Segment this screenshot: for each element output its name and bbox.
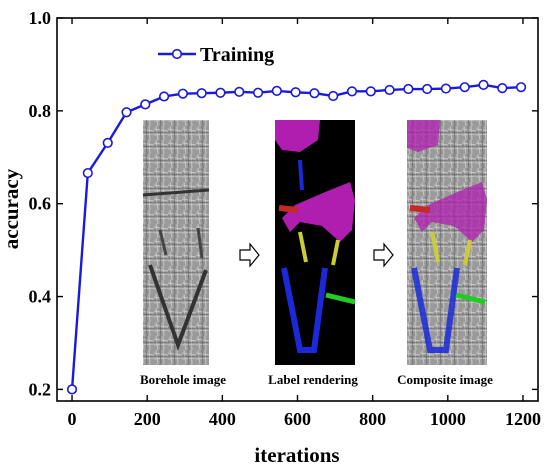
data-point (252, 87, 264, 98)
arrow-icon-1 (239, 242, 260, 268)
data-point (290, 87, 301, 98)
data-point (497, 83, 508, 94)
data-point (140, 99, 151, 110)
legend: Training (158, 44, 274, 66)
x-axis: 0 200 400 600 800 1000 1200 (68, 18, 541, 429)
x-tick-label: 400 (209, 409, 236, 429)
data-point (66, 384, 78, 395)
x-tick-label: 0 (68, 409, 77, 429)
data-point (234, 86, 245, 97)
legend-swatch-marker (171, 48, 183, 60)
data-point (365, 86, 376, 97)
series-training (66, 79, 527, 395)
data-point (158, 91, 170, 102)
data-point (102, 137, 113, 148)
x-tick-label: 600 (284, 409, 311, 429)
inset-caption-label-rendering: Label rendering (268, 372, 358, 387)
data-point (328, 90, 339, 102)
composite-image (407, 120, 487, 365)
data-point (196, 88, 207, 99)
data-point (403, 83, 414, 95)
data-point (309, 88, 320, 99)
data-point (384, 84, 395, 96)
y-tick-label: 0.4 (29, 287, 52, 307)
data-point (440, 83, 452, 94)
data-point (515, 82, 527, 93)
x-tick-label: 200 (134, 409, 161, 429)
legend-label-training: Training (200, 44, 274, 66)
borehole-image (142, 120, 210, 365)
data-point (422, 83, 433, 95)
inset-illustration: Borehole image Label rendering Composite… (140, 120, 493, 387)
label-rendering-image (275, 120, 356, 365)
y-tick-label: 1.0 (29, 8, 52, 28)
data-point (215, 87, 226, 98)
y-tick-label: 0.6 (29, 194, 52, 214)
y-tick-label: 0.8 (29, 101, 52, 121)
inset-caption-composite: Composite image (397, 372, 493, 387)
data-point (271, 85, 282, 96)
data-point (177, 88, 188, 99)
x-tick-label: 800 (359, 409, 386, 429)
x-tick-label: 1000 (430, 409, 466, 429)
y-axis: 0.2 0.4 0.6 0.8 1.0 (29, 8, 538, 399)
data-point (459, 82, 470, 93)
data-point (478, 79, 489, 90)
x-axis-label: iterations (254, 443, 339, 467)
data-point (346, 86, 358, 97)
data-point (121, 107, 132, 118)
x-tick-label: 1200 (505, 409, 541, 429)
data-point (82, 167, 93, 179)
y-axis-label: accuracy (0, 168, 23, 249)
inset-caption-borehole: Borehole image (140, 372, 226, 387)
y-tick-label: 0.2 (29, 379, 52, 399)
arrow-icon-2 (373, 242, 394, 268)
